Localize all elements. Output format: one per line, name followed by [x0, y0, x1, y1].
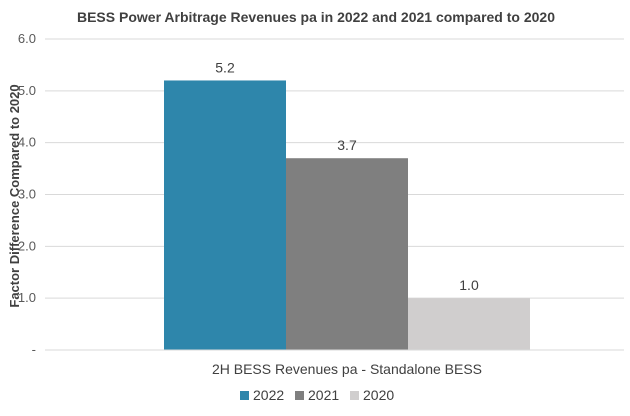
y-axis-ticks: - 1.0 2.0 3.0 4.0 5.0 6.0: [18, 31, 36, 357]
legend-item-2021: 2021: [295, 387, 339, 403]
bar-2022: [164, 80, 286, 350]
y-tick-label: 5.0: [18, 83, 36, 98]
y-tick-label: 4.0: [18, 135, 36, 150]
legend-label: 2021: [308, 387, 339, 403]
bar-2021: [286, 158, 408, 350]
data-label-2022: 5.2: [215, 59, 235, 75]
y-tick-label: 6.0: [18, 31, 36, 46]
data-label-2021: 3.7: [337, 137, 357, 153]
legend-item-2022: 2022: [240, 387, 284, 403]
y-axis-label: Factor Difference Compared to 2020: [7, 84, 22, 307]
y-tick-label: 1.0: [18, 290, 36, 305]
bars: [164, 80, 530, 350]
x-axis-label: 2H BESS Revenues pa - Standalone BESS: [212, 361, 482, 377]
legend-swatch: [350, 391, 359, 400]
legend-swatch: [295, 391, 304, 400]
legend-label: 2022: [253, 387, 284, 403]
chart-title: BESS Power Arbitrage Revenues pa in 2022…: [77, 9, 555, 25]
legend-label: 2020: [363, 387, 394, 403]
data-label-2020: 1.0: [459, 277, 479, 293]
y-tick-label: 3.0: [18, 187, 36, 202]
legend-swatch: [240, 391, 249, 400]
y-tick-label: 2.0: [18, 238, 36, 253]
y-tick-label: -: [32, 342, 36, 357]
bar-2020: [408, 298, 530, 350]
data-labels: 5.2 3.7 1.0: [215, 59, 479, 293]
legend-item-2020: 2020: [350, 387, 394, 403]
legend: 2022 2021 2020: [240, 387, 394, 403]
